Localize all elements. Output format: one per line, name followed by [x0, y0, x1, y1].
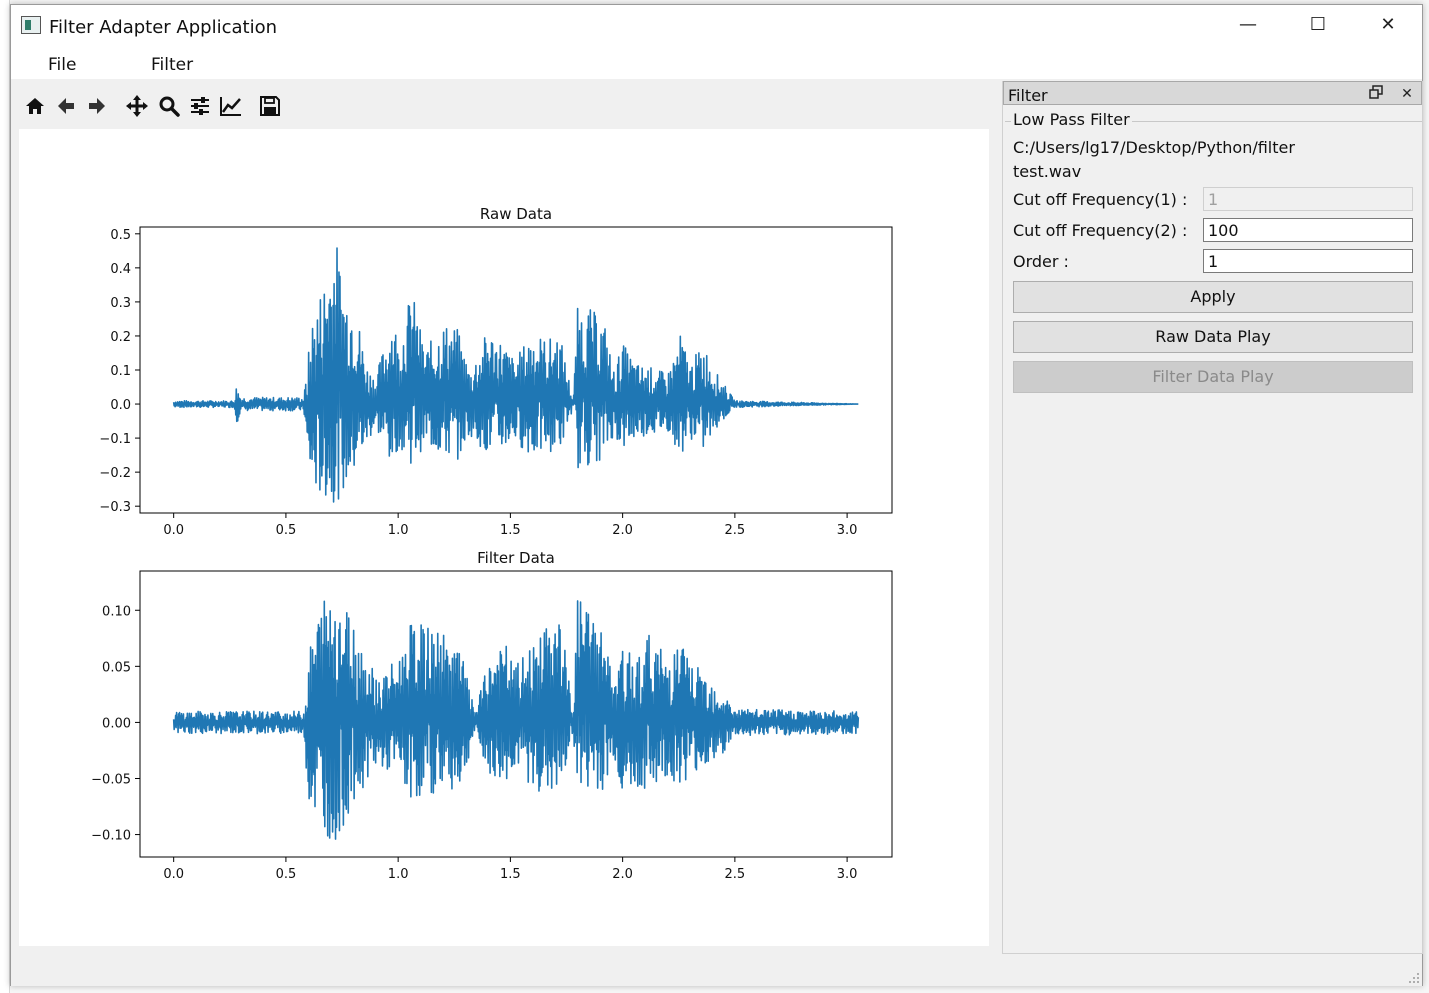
- forward-arrow-icon[interactable]: [84, 93, 110, 119]
- waveform-line-1: [172, 600, 860, 840]
- waveform-line-0: [172, 247, 859, 503]
- menu-bar: File Filter: [11, 45, 1422, 79]
- float-icon[interactable]: [1367, 85, 1385, 103]
- edit-axes-icon[interactable]: [218, 93, 244, 119]
- order-label: Order :: [1013, 252, 1069, 271]
- y-tick-label-0-5: 0.2: [110, 330, 131, 345]
- title-bar: Filter Adapter Application — ☐ ✕: [11, 5, 1422, 45]
- menu-file[interactable]: File: [48, 55, 77, 75]
- filter-dock-panel: Filter ✕ Low Pass Filter C:/Users/lg17/D…: [1002, 81, 1423, 954]
- apply-button[interactable]: Apply: [1013, 281, 1413, 313]
- y-tick-label-1-3: 0.05: [102, 660, 131, 675]
- app-icon: [21, 16, 41, 34]
- status-bar: [11, 955, 1422, 986]
- matplotlib-toolbar: [11, 89, 311, 125]
- dock-title: Filter: [1008, 86, 1048, 105]
- x-tick-label-0-1: 0.5: [276, 523, 297, 538]
- resize-grip-icon[interactable]: [1408, 972, 1420, 984]
- y-tick-label-0-8: 0.5: [110, 228, 131, 243]
- filter-data-play-button: Filter Data Play: [1013, 361, 1413, 393]
- dock-close-icon[interactable]: ✕: [1401, 86, 1413, 102]
- subplots-config-icon[interactable]: [187, 93, 213, 119]
- y-tick-label-1-0: −0.10: [91, 829, 131, 844]
- x-tick-label-1-2: 1.0: [388, 867, 409, 882]
- x-tick-label-1-4: 2.0: [612, 867, 633, 882]
- axes-frame-0: [139, 226, 893, 514]
- y-tick-label-0-4: 0.1: [110, 364, 131, 379]
- file-path-line1: C:/Users/lg17/Desktop/Python/filter: [1013, 138, 1295, 157]
- background-window-edge: [0, 0, 10, 993]
- dock-title-bar: Filter ✕: [1003, 81, 1422, 105]
- cutoff2-label: Cut off Frequency(2) :: [1013, 221, 1188, 240]
- x-tick-label-1-0: 0.0: [163, 867, 184, 882]
- maximize-button[interactable]: ☐: [1309, 14, 1327, 35]
- chart-title-0: Raw Data: [480, 205, 552, 223]
- axes-frame-1: [139, 570, 893, 858]
- group-title: Low Pass Filter: [1011, 110, 1132, 129]
- x-tick-label-0-3: 1.5: [500, 523, 521, 538]
- back-arrow-icon[interactable]: [53, 93, 79, 119]
- home-icon[interactable]: [22, 93, 48, 119]
- x-tick-label-0-2: 1.0: [388, 523, 409, 538]
- x-tick-label-0-4: 2.0: [612, 523, 633, 538]
- y-tick-label-0-3: 0.0: [110, 398, 131, 413]
- x-tick-label-1-1: 0.5: [276, 867, 297, 882]
- cutoff1-label: Cut off Frequency(1) :: [1013, 190, 1188, 209]
- raw-data-play-button[interactable]: Raw Data Play: [1013, 321, 1413, 353]
- minimize-button[interactable]: —: [1239, 14, 1257, 35]
- app-window: Filter Adapter Application — ☐ ✕ File Fi…: [10, 4, 1423, 986]
- y-tick-label-1-1: −0.05: [91, 772, 131, 787]
- y-tick-label-0-1: −0.2: [99, 466, 131, 481]
- y-tick-label-1-2: 0.00: [102, 716, 131, 731]
- y-tick-label-0-6: 0.3: [110, 296, 131, 311]
- zoom-icon[interactable]: [156, 93, 182, 119]
- pan-icon[interactable]: [124, 93, 150, 119]
- x-tick-label-1-6: 3.0: [837, 867, 858, 882]
- window-title: Filter Adapter Application: [49, 17, 278, 38]
- order-input[interactable]: [1203, 249, 1413, 273]
- file-path-line2: test.wav: [1013, 162, 1082, 181]
- low-pass-filter-group: [1005, 121, 1422, 951]
- y-tick-label-0-0: −0.3: [99, 500, 131, 515]
- figure-canvas[interactable]: Raw Data 0.0 0.5 1.0 1.5 2.0 2.5 3.0 −0.3 −0.2 −0.…: [19, 129, 989, 946]
- save-icon[interactable]: [257, 93, 283, 119]
- x-tick-label-0-6: 3.0: [837, 523, 858, 538]
- x-tick-label-1-5: 2.5: [725, 867, 746, 882]
- chart-title-1: Filter Data: [477, 549, 555, 567]
- cutoff2-input[interactable]: [1203, 218, 1413, 242]
- menu-filter[interactable]: Filter: [151, 55, 194, 75]
- y-tick-label-0-7: 0.4: [110, 262, 131, 277]
- x-tick-label-0-0: 0.0: [163, 523, 184, 538]
- x-tick-label-0-5: 2.5: [725, 523, 746, 538]
- figure-svg: Raw Data 0.0 0.5 1.0 1.5 2.0 2.5 3.0 −0.3 −0.2 −0.…: [91, 205, 893, 882]
- cutoff1-input: [1203, 187, 1413, 211]
- x-tick-label-1-3: 1.5: [500, 867, 521, 882]
- close-button[interactable]: ✕: [1380, 14, 1396, 35]
- y-tick-label-0-2: −0.1: [99, 432, 131, 447]
- y-tick-label-1-4: 0.10: [102, 604, 131, 619]
